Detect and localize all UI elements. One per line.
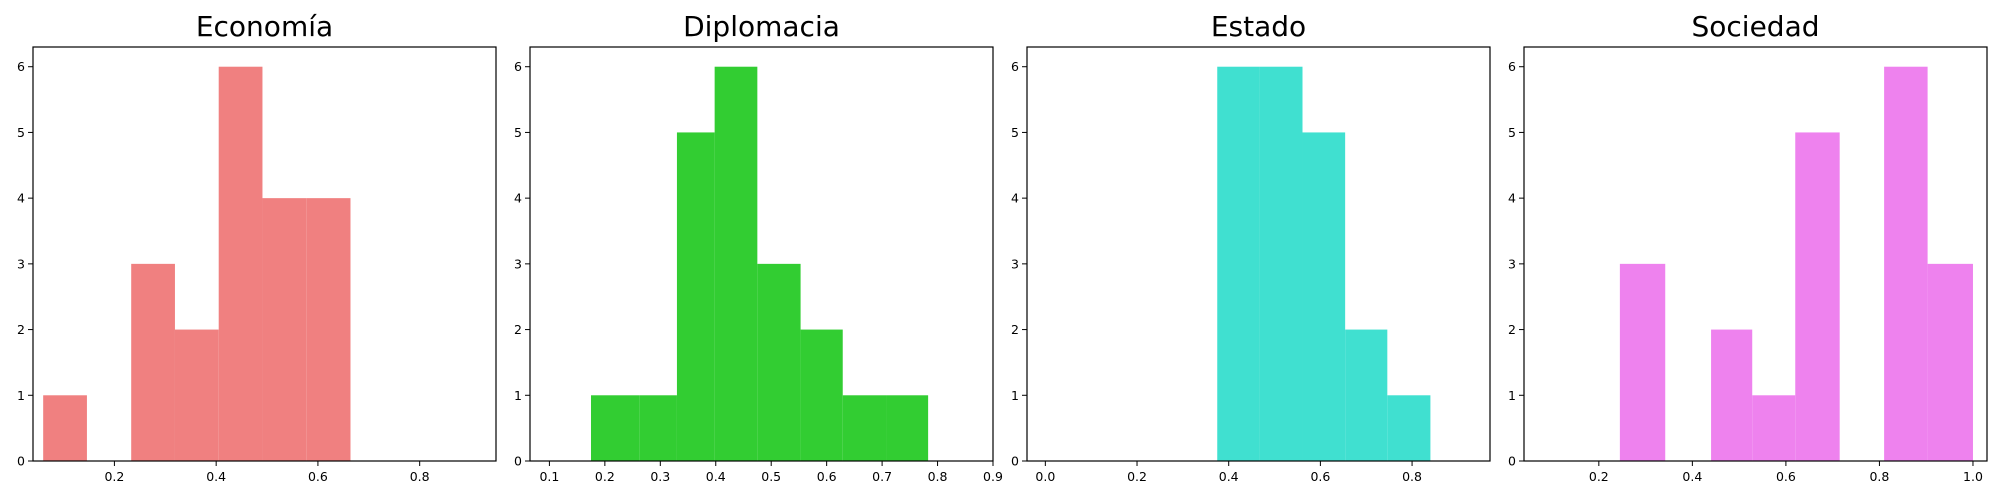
- histogram-bar: [1927, 263, 1973, 461]
- y-tick-label: 1: [1011, 388, 1019, 403]
- histogram-bar: [676, 132, 715, 461]
- y-tick-label: 2: [1508, 322, 1516, 337]
- x-tick-label: 0.8: [1402, 469, 1422, 484]
- x-tick-label: 1.0: [1963, 469, 1983, 484]
- x-tick-label: 0.2: [104, 469, 124, 484]
- histogram-bar: [1302, 132, 1346, 461]
- axes-frame: [529, 46, 994, 462]
- x-tick-label: 0.6: [817, 469, 837, 484]
- histogram-bar: [306, 198, 351, 461]
- x-tick-label: 0.2: [595, 469, 615, 484]
- y-tick-label: 5: [1011, 125, 1019, 140]
- x-tick-label: 0.8: [1869, 469, 1889, 484]
- y-tick-label: 0: [17, 454, 25, 469]
- axes-frame: [1523, 46, 1988, 462]
- y-tick-label: 6: [514, 59, 522, 74]
- y-tick-label: 3: [1508, 256, 1516, 271]
- histogram-bar: [639, 395, 677, 461]
- histogram-bar: [1217, 66, 1260, 461]
- histogram-bar: [1345, 329, 1388, 461]
- histogram-panel: Diplomacia 0.1 0.2 0.3 0.4 0.5 0.6 0.7 0.8 0.9 0 1 2…: [514, 10, 1003, 484]
- histogram-bar: [218, 66, 263, 461]
- y-tick-label: 0: [1508, 454, 1516, 469]
- y-tick-label: 4: [514, 191, 522, 206]
- x-tick-label: 0.2: [1127, 469, 1147, 484]
- x-tick-label: 0.0: [1035, 469, 1055, 484]
- x-tick-label: 0.4: [206, 469, 226, 484]
- histogram-bar: [1619, 263, 1666, 461]
- x-tick-label: 0.8: [410, 469, 430, 484]
- x-tick-label: 0.5: [761, 469, 781, 484]
- y-tick-label: 4: [1508, 191, 1516, 206]
- histogram-panel: Sociedad 0.2 0.4 0.6 0.8 1.0 0 1 2 3 4 5 6: [1508, 10, 1988, 484]
- x-tick-label: 0.4: [1682, 469, 1702, 484]
- y-tick-label: 1: [514, 388, 522, 403]
- y-tick-label: 2: [1011, 322, 1019, 337]
- y-tick-label: 2: [17, 322, 25, 337]
- x-tick-label: 0.6: [1776, 469, 1796, 484]
- x-tick-label: 0.2: [1589, 469, 1609, 484]
- histogram-bar: [1711, 329, 1753, 461]
- y-tick-label: 2: [514, 322, 522, 337]
- y-tick-label: 6: [17, 59, 25, 74]
- x-tick-label: 0.4: [1219, 469, 1239, 484]
- chart-title: Diplomacia: [683, 10, 840, 43]
- x-tick-label: 0.6: [1310, 469, 1330, 484]
- histogram-bar: [714, 66, 758, 461]
- y-tick-label: 1: [17, 388, 25, 403]
- histogram-bar: [1387, 395, 1431, 461]
- y-tick-label: 3: [1011, 256, 1019, 271]
- histogram-bar: [1259, 66, 1303, 461]
- histogram-bar: [886, 395, 929, 461]
- x-tick-label: 0.1: [539, 469, 559, 484]
- histogram-bar: [262, 198, 307, 461]
- axes-frame: [32, 46, 497, 462]
- x-tick-label: 0.3: [650, 469, 670, 484]
- histogram-bar: [800, 329, 843, 461]
- histogram-bar: [757, 263, 801, 461]
- y-tick-label: 5: [1508, 125, 1516, 140]
- y-tick-label: 4: [1011, 191, 1019, 206]
- y-tick-label: 6: [1508, 59, 1516, 74]
- histogram-bar: [131, 263, 175, 461]
- chart-title: Estado: [1211, 10, 1306, 43]
- chart-title: Sociedad: [1691, 10, 1819, 43]
- y-tick-label: 1: [1508, 388, 1516, 403]
- x-tick-label: 0.6: [308, 469, 328, 484]
- y-tick-label: 0: [1011, 454, 1019, 469]
- x-tick-label: 0.9: [983, 469, 1003, 484]
- x-tick-label: 0.4: [706, 469, 726, 484]
- histogram-bar: [174, 329, 219, 461]
- y-tick-label: 3: [17, 256, 25, 271]
- histogram-bar: [590, 395, 640, 461]
- histogram-bar: [842, 395, 887, 461]
- y-tick-label: 4: [17, 191, 25, 206]
- y-tick-label: 6: [1011, 59, 1019, 74]
- x-tick-label: 0.8: [928, 469, 948, 484]
- histogram-bar: [1795, 132, 1840, 461]
- y-tick-label: 3: [514, 256, 522, 271]
- x-tick-label: 0.7: [872, 469, 892, 484]
- histogram-panel: Estado 0.0 0.2 0.4 0.6 0.8 0 1 2 3 4 5 6: [1011, 10, 1491, 484]
- chart-title: Economía: [196, 10, 333, 43]
- y-tick-label: 0: [514, 454, 522, 469]
- axes-frame: [1026, 46, 1491, 462]
- histogram-bar: [43, 395, 87, 461]
- histogram-bar: [1752, 395, 1796, 461]
- histogram-panel: Economía 0.2 0.4 0.6 0.8 0 1 2 3 4 5 6: [17, 10, 497, 484]
- y-tick-label: 5: [17, 125, 25, 140]
- y-tick-label: 5: [514, 125, 522, 140]
- histogram-bar: [1884, 66, 1928, 461]
